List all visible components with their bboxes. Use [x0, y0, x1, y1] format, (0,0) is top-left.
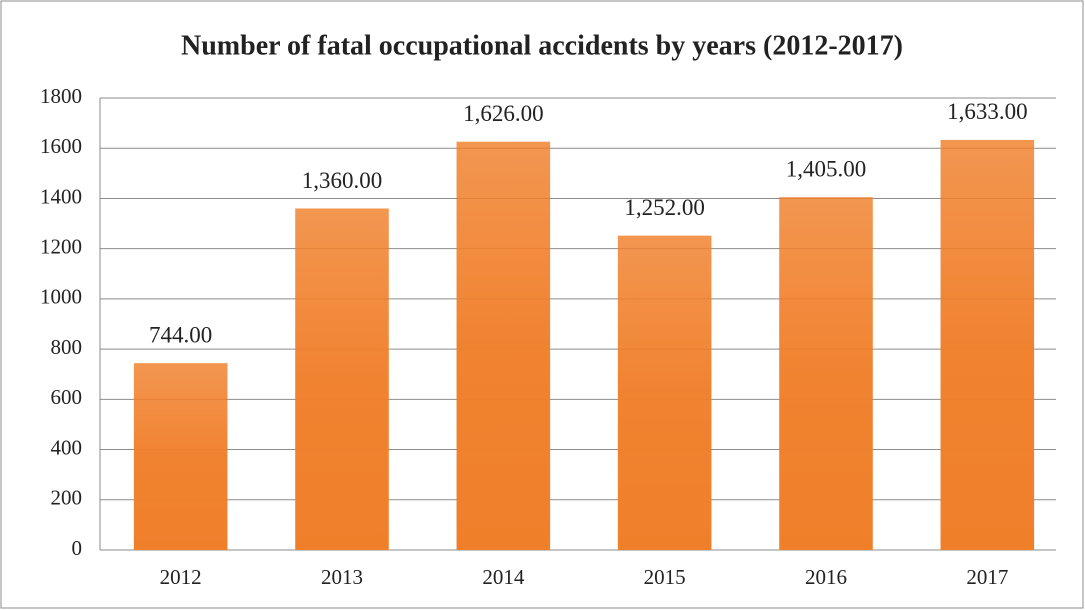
chart-title: Number of fatal occupational accidents b…	[181, 30, 903, 61]
y-tick-label: 800	[51, 335, 83, 359]
bar	[617, 235, 712, 550]
data-label: 744.00	[149, 322, 212, 347]
x-tick-label: 2012	[160, 565, 202, 589]
y-tick-label: 600	[51, 385, 83, 409]
y-tick-label: 1000	[40, 285, 82, 309]
bar	[940, 139, 1035, 551]
y-tick-label: 1800	[40, 84, 82, 108]
bar	[456, 141, 551, 550]
bar	[133, 363, 228, 550]
y-tick-label: 1200	[40, 234, 82, 258]
x-tick-label: 2013	[321, 565, 363, 589]
data-label: 1,252.00	[624, 195, 705, 220]
x-tick-label: 2017	[966, 565, 1008, 589]
y-tick-label: 400	[51, 435, 83, 459]
bar	[779, 197, 873, 550]
y-tick-label: 200	[51, 486, 83, 510]
x-tick-label: 2016	[805, 565, 847, 589]
y-tick-label: 1400	[40, 184, 82, 208]
bar	[295, 208, 389, 550]
data-label: 1,360.00	[302, 168, 383, 193]
data-label: 1,405.00	[786, 156, 867, 181]
data-label: 1,633.00	[947, 99, 1028, 124]
y-tick-label: 0	[72, 536, 83, 560]
x-tick-label: 2015	[644, 565, 686, 589]
x-tick-label: 2014	[482, 565, 525, 589]
data-label: 1,626.00	[463, 101, 544, 126]
y-tick-label: 1600	[40, 134, 82, 158]
